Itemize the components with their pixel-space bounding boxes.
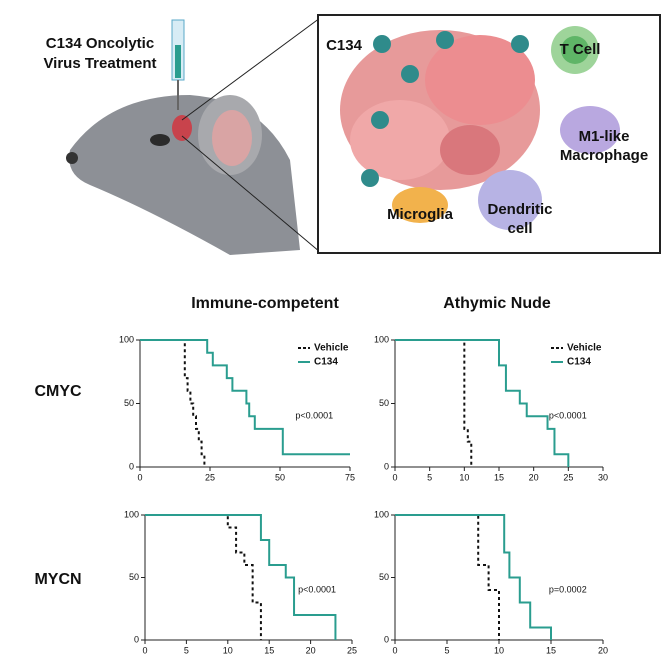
p-value: p=0.0002 — [549, 584, 587, 594]
y-tick-label: 0 — [129, 461, 134, 471]
legend-label: C134 — [314, 357, 338, 368]
x-tick-label: 25 — [347, 645, 357, 655]
x-tick-label: 10 — [494, 645, 504, 655]
y-tick-label: 50 — [379, 398, 389, 408]
x-tick-label: 0 — [142, 645, 147, 655]
x-tick-label: 15 — [546, 645, 556, 655]
x-tick-label: 15 — [264, 645, 274, 655]
illustration-label: Macrophage — [560, 147, 648, 164]
row-header: CMYC — [34, 383, 82, 400]
y-tick-label: 100 — [124, 509, 139, 519]
row-header: MYCN — [34, 571, 81, 588]
survival-curve — [145, 514, 262, 640]
y-tick-label: 100 — [374, 334, 389, 344]
illustration-label: cell — [507, 220, 532, 237]
x-tick-label: 5 — [444, 645, 449, 655]
x-tick-label: 30 — [598, 472, 608, 482]
legend-label: C134 — [567, 357, 591, 368]
survival-curve — [140, 339, 206, 467]
survival-curve — [395, 339, 473, 467]
x-tick-label: 5 — [184, 645, 189, 655]
legend-label: Vehicle — [314, 343, 349, 354]
survival-curve — [395, 339, 570, 467]
column-header: Athymic Nude — [443, 295, 551, 312]
column-header: Immune-competent — [191, 295, 339, 312]
illustration-label: M1-like — [579, 128, 630, 145]
y-tick-label: 50 — [129, 572, 139, 582]
survival-curve — [395, 514, 552, 640]
x-tick-label: 0 — [392, 645, 397, 655]
x-tick-label: 20 — [598, 645, 608, 655]
y-tick-label: 50 — [379, 572, 389, 582]
x-tick-label: 75 — [345, 472, 355, 482]
y-tick-label: 0 — [384, 461, 389, 471]
illustration-label: C134 — [326, 37, 363, 54]
illustration-label: C134 Oncolytic — [46, 35, 154, 52]
p-value: p<0.0001 — [549, 411, 587, 421]
x-tick-label: 15 — [494, 472, 504, 482]
x-tick-label: 10 — [223, 645, 233, 655]
y-tick-label: 0 — [384, 634, 389, 644]
x-tick-label: 20 — [529, 472, 539, 482]
mouse-illustration — [66, 17, 321, 255]
x-tick-label: 0 — [137, 472, 142, 482]
y-tick-label: 100 — [119, 334, 134, 344]
x-tick-label: 25 — [205, 472, 215, 482]
x-tick-label: 20 — [306, 645, 316, 655]
illustration-label: Microglia — [387, 206, 454, 223]
survival-curve — [140, 339, 350, 456]
tumor-box — [317, 14, 661, 254]
survival-curve — [145, 514, 337, 640]
illustration-label: Virus Treatment — [43, 55, 156, 72]
legend-label: Vehicle — [567, 343, 602, 354]
y-tick-label: 50 — [124, 398, 134, 408]
x-tick-label: 25 — [563, 472, 573, 482]
p-value: p<0.0001 — [295, 411, 333, 421]
x-tick-label: 5 — [427, 472, 432, 482]
x-tick-label: 10 — [459, 472, 469, 482]
y-tick-label: 100 — [374, 509, 389, 519]
survival-curve — [395, 514, 500, 640]
x-tick-label: 50 — [275, 472, 285, 482]
x-tick-label: 0 — [392, 472, 397, 482]
p-value: p<0.0001 — [298, 584, 336, 594]
illustration-label: T Cell — [560, 41, 601, 58]
y-tick-label: 0 — [134, 634, 139, 644]
illustration-label: Dendritic — [487, 201, 552, 218]
